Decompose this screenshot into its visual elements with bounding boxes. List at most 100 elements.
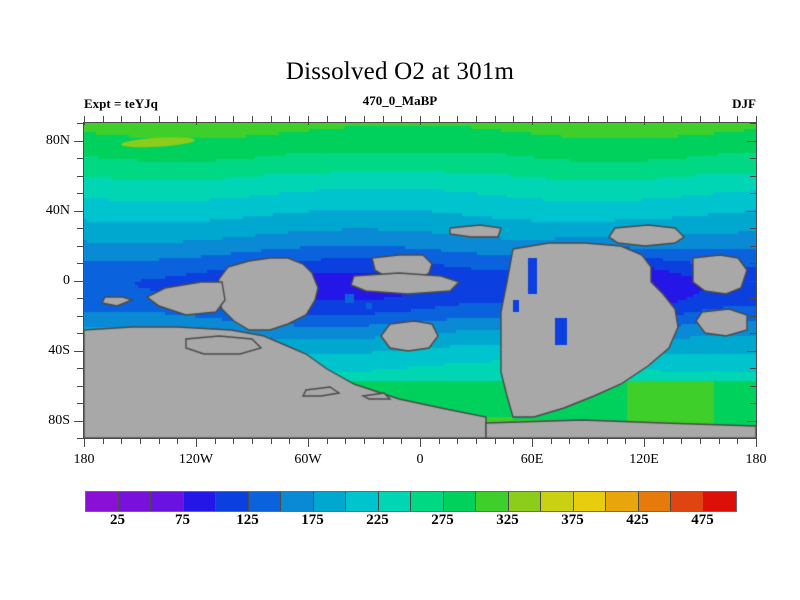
tick-y-right: [750, 368, 756, 369]
colorbar-cell: [541, 492, 574, 511]
tick-x-bottom: [756, 438, 757, 447]
tick-x-bottom: [327, 438, 328, 444]
y-axis-tick-label: 0: [63, 272, 70, 288]
tick-x-top: [121, 116, 122, 122]
tick-x-top: [345, 116, 346, 122]
colorbar: [85, 491, 737, 512]
tick-y-right: [747, 281, 756, 282]
tick-y-left: [77, 193, 83, 194]
tick-x-top: [551, 116, 552, 122]
y-axis-tick-label: 80S: [48, 412, 70, 428]
tick-y-right: [747, 351, 756, 352]
tick-y-left: [77, 316, 83, 317]
tick-x-top: [569, 116, 570, 122]
tick-x-top: [308, 116, 309, 125]
tick-y-right: [750, 246, 756, 247]
tick-x-bottom: [607, 438, 608, 444]
tick-x-top: [84, 116, 85, 125]
colorbar-cell: [671, 492, 704, 511]
tick-x-bottom: [700, 438, 701, 444]
tick-x-bottom: [737, 438, 738, 444]
colorbar-tick-label: 225: [366, 512, 389, 528]
colorbar-cell: [703, 492, 736, 511]
colorbar-cell: [151, 492, 184, 511]
tick-y-left: [77, 298, 83, 299]
tick-x-top: [103, 116, 104, 122]
tick-x-top: [495, 116, 496, 122]
tick-x-top: [177, 116, 178, 122]
tick-x-bottom: [439, 438, 440, 444]
tick-x-bottom: [345, 438, 346, 444]
tick-x-bottom: [84, 438, 85, 447]
tick-x-top: [457, 116, 458, 122]
tick-x-bottom: [569, 438, 570, 444]
tick-x-top: [420, 116, 421, 125]
colorbar-tick-label: 375: [561, 512, 584, 528]
colorbar-cell: [411, 492, 444, 511]
tick-y-right: [750, 333, 756, 334]
tick-x-top: [271, 116, 272, 122]
tick-x-bottom: [663, 438, 664, 444]
tick-x-top: [159, 116, 160, 122]
tick-x-top: [364, 116, 365, 122]
tick-y-right: [750, 316, 756, 317]
colorbar-cell: [313, 492, 346, 511]
y-axis-tick-label: 40S: [48, 342, 70, 358]
tick-x-bottom: [121, 438, 122, 444]
tick-y-right: [750, 193, 756, 194]
colorbar-tick-label: 325: [496, 512, 519, 528]
tick-x-top: [644, 116, 645, 125]
x-axis-tick-label: 120E: [629, 452, 659, 467]
tick-x-bottom: [532, 438, 533, 447]
tick-x-bottom: [551, 438, 552, 444]
tick-x-bottom: [644, 438, 645, 447]
tick-y-right: [750, 228, 756, 229]
tick-y-left: [77, 438, 83, 439]
tick-x-top: [607, 116, 608, 122]
tick-x-top: [625, 116, 626, 122]
tick-x-top: [233, 116, 234, 122]
page-title: Dissolved O2 at 301m: [285, 58, 515, 85]
tick-x-top: [532, 116, 533, 125]
tick-x-bottom: [383, 438, 384, 444]
tick-x-bottom: [271, 438, 272, 444]
tick-y-left: [77, 228, 83, 229]
tick-x-top: [476, 116, 477, 122]
colorbar-cell: [378, 492, 411, 511]
tick-x-bottom: [719, 438, 720, 444]
tick-y-left: [74, 211, 83, 212]
tick-x-top: [215, 116, 216, 122]
y-axis-tick-label: 40N: [45, 202, 70, 218]
tick-x-bottom: [140, 438, 141, 444]
figure-subtitle: 470_0_MaBP: [362, 93, 438, 108]
tick-y-right: [750, 123, 756, 124]
tick-x-bottom: [233, 438, 234, 444]
tick-x-bottom: [215, 438, 216, 444]
tick-y-left: [77, 403, 83, 404]
colorbar-cell: [281, 492, 314, 511]
tick-x-top: [756, 116, 757, 125]
tick-x-top: [719, 116, 720, 122]
tick-x-top: [700, 116, 701, 122]
tick-x-top: [327, 116, 328, 122]
tick-x-bottom: [513, 438, 514, 444]
tick-x-bottom: [196, 438, 197, 447]
tick-y-right: [750, 158, 756, 159]
tick-x-bottom: [401, 438, 402, 444]
tick-x-top: [289, 116, 290, 122]
tick-x-top: [383, 116, 384, 122]
tick-y-left: [77, 368, 83, 369]
tick-y-left: [77, 333, 83, 334]
colorbar-cell: [346, 492, 379, 511]
x-axis-tick-label: 180: [745, 452, 767, 467]
tick-x-top: [588, 116, 589, 122]
tick-y-right: [747, 211, 756, 212]
tick-x-bottom: [681, 438, 682, 444]
tick-x-top: [401, 116, 402, 122]
tick-y-left: [77, 263, 83, 264]
tick-x-top: [663, 116, 664, 122]
tick-x-bottom: [159, 438, 160, 444]
tick-x-bottom: [364, 438, 365, 444]
colorbar-tick-label: 475: [691, 512, 714, 528]
